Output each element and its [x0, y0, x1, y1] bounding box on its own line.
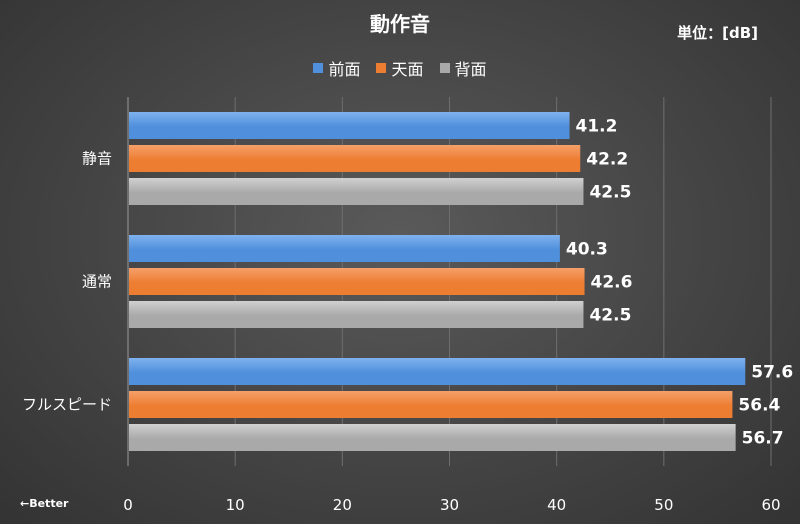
bar	[129, 391, 733, 418]
data-label: 42.5	[589, 183, 631, 203]
data-label: 40.3	[566, 240, 608, 260]
data-label: 56.7	[742, 429, 784, 449]
category-label: 通常	[82, 273, 112, 291]
x-tick-label: 10	[226, 496, 245, 514]
legend: 前面 天面 背面	[0, 56, 800, 80]
legend-swatch-top	[376, 63, 387, 73]
bar	[129, 178, 584, 205]
data-label: 42.2	[586, 150, 628, 170]
bar	[129, 301, 584, 328]
bar	[129, 145, 581, 172]
data-label: 42.5	[589, 306, 631, 326]
better-note: ←Better	[20, 497, 69, 510]
category-label: 静音	[82, 150, 112, 168]
x-tick-label: 60	[761, 496, 780, 514]
legend-swatch-front	[313, 63, 324, 73]
bar	[129, 424, 736, 451]
x-tick-label: 20	[333, 496, 352, 514]
legend-swatch-back	[439, 63, 450, 73]
data-label: 56.4	[738, 396, 780, 416]
x-tick-label: 40	[547, 496, 566, 514]
x-tick-label: 30	[440, 496, 459, 514]
legend-label-back: 背面	[454, 60, 487, 79]
chart-title: 動作音	[370, 12, 430, 36]
x-tick-label: 0	[123, 496, 133, 514]
data-label: 41.2	[576, 117, 618, 137]
legend-label-top: 天面	[391, 60, 424, 79]
bar	[129, 112, 570, 139]
category-label: フルスピード	[22, 396, 112, 414]
bar	[129, 268, 585, 295]
data-label: 57.6	[751, 363, 793, 383]
legend-item-back: 背面	[439, 56, 487, 80]
legend-label-front: 前面	[328, 60, 361, 79]
legend-item-front: 前面	[313, 56, 360, 80]
unit-label: 単位：[dB]	[677, 24, 758, 42]
x-tick-label: 50	[654, 496, 673, 514]
bar	[129, 235, 560, 262]
bar	[129, 358, 746, 385]
legend-item-top: 天面	[376, 56, 424, 80]
data-label: 42.6	[591, 273, 633, 293]
